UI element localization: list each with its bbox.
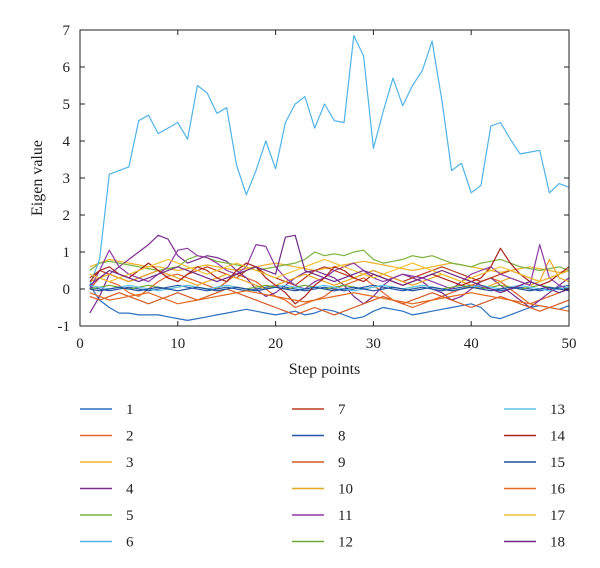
- x-tick-label: 10: [170, 336, 185, 352]
- legend-item-15: 15: [504, 455, 565, 471]
- series-line-5: [89, 249, 569, 272]
- y-tick-label: 4: [63, 134, 71, 150]
- series-line-11: [89, 244, 569, 290]
- x-tick-label: 30: [366, 336, 381, 352]
- legend-item-6: 6: [80, 535, 134, 551]
- legend-item-11: 11: [292, 508, 352, 524]
- legend-item-13: 13: [504, 402, 565, 418]
- legend-item-9: 9: [292, 455, 346, 471]
- legend-item-16: 16: [504, 482, 566, 498]
- y-tick-label: 0: [63, 282, 71, 298]
- x-tick-label: 40: [464, 336, 479, 352]
- series-line-15: [89, 286, 569, 292]
- legend-label: 13: [550, 402, 565, 418]
- series-line-10: [89, 258, 569, 290]
- y-tick-label: -1: [58, 319, 71, 335]
- series-line-16: [89, 290, 569, 312]
- legend-label: 18: [550, 535, 565, 551]
- plot-lines: [89, 34, 569, 321]
- legend-item-10: 10: [292, 482, 353, 498]
- legend-item-18: 18: [504, 535, 565, 551]
- x-tick-label: 20: [268, 336, 283, 352]
- series-line-9: [89, 288, 569, 316]
- legend-label: 7: [338, 402, 346, 418]
- legend-item-12: 12: [292, 535, 353, 551]
- y-tick-label: 7: [63, 23, 71, 39]
- legend-item-8: 8: [292, 429, 346, 445]
- legend-label: 1: [126, 402, 134, 418]
- y-axis: -1 0 1 2 3 4 5 6 7: [58, 23, 569, 335]
- legend-label: 10: [338, 482, 353, 498]
- legend-label: 6: [126, 535, 134, 551]
- legend-item-5: 5: [80, 508, 134, 524]
- y-tick-label: 1: [63, 245, 71, 261]
- y-tick-label: 2: [63, 208, 71, 224]
- legend-item-7: 7: [292, 402, 346, 418]
- legend-label: 4: [126, 482, 134, 498]
- legend-label: 3: [126, 455, 134, 471]
- legend-item-3: 3: [80, 455, 134, 471]
- y-tick-label: 6: [63, 60, 71, 76]
- legend-label: 2: [126, 429, 134, 445]
- legend-label: 17: [550, 508, 566, 524]
- y-tick-label: 5: [63, 97, 71, 113]
- y-axis-title: Eigen value: [29, 140, 46, 216]
- y-tick-label: 3: [63, 171, 71, 187]
- legend-item-17: 17: [504, 508, 566, 524]
- series-line-17: [89, 258, 569, 283]
- x-tick-label: 0: [76, 336, 84, 352]
- legend-item-1: 1: [80, 402, 134, 418]
- series-line-6: [89, 34, 569, 286]
- legend-label: 8: [338, 429, 346, 445]
- x-axis-title: Step points: [289, 361, 361, 378]
- legend-label: 14: [550, 429, 566, 445]
- x-tick-label: 50: [562, 336, 577, 352]
- series-line-14: [89, 247, 569, 305]
- series-line-3: [89, 258, 569, 273]
- legend-item-4: 4: [80, 482, 134, 498]
- series-line-1: [89, 284, 569, 321]
- legend-label: 11: [338, 508, 352, 524]
- x-axis: 0 10 20 30 40 50: [76, 30, 577, 352]
- legend-label: 15: [550, 455, 565, 471]
- legend-label: 12: [338, 535, 353, 551]
- legend-item-2: 2: [80, 429, 134, 445]
- legend-label: 5: [126, 508, 134, 524]
- series-line-18: [89, 234, 569, 294]
- legend-label: 16: [550, 482, 566, 498]
- legend-item-14: 14: [504, 429, 566, 445]
- legend-label: 9: [338, 455, 346, 471]
